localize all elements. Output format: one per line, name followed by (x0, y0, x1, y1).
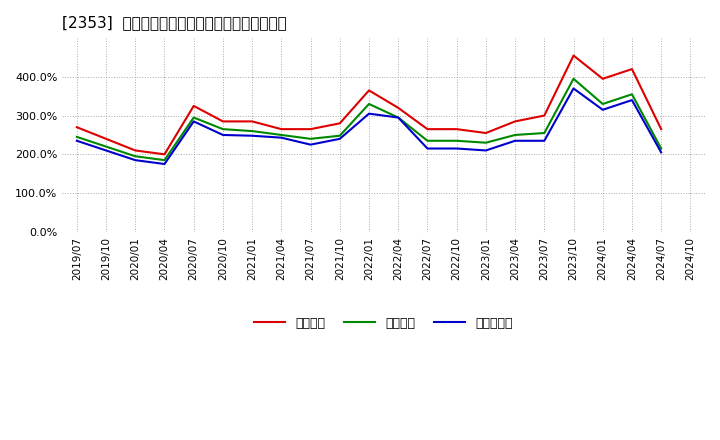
流動比率 (657, 127, 665, 132)
現預金比率 (510, 138, 519, 143)
当座比率 (482, 140, 490, 145)
当座比率 (365, 101, 374, 106)
流動比率 (131, 148, 140, 153)
当座比率 (628, 92, 636, 97)
流動比率 (394, 105, 402, 110)
当座比率 (510, 132, 519, 138)
現預金比率 (570, 86, 578, 91)
流動比率 (570, 53, 578, 58)
当座比率 (540, 130, 549, 136)
現預金比率 (248, 133, 256, 138)
流動比率 (336, 121, 344, 126)
現預金比率 (598, 107, 607, 112)
現預金比率 (336, 136, 344, 142)
当座比率 (102, 144, 110, 149)
流動比率 (219, 119, 228, 124)
当座比率 (73, 134, 81, 139)
当座比率 (248, 128, 256, 134)
現預金比率 (628, 97, 636, 103)
現預金比率 (423, 146, 432, 151)
当座比率 (160, 158, 168, 163)
当座比率 (452, 138, 461, 143)
当座比率 (657, 146, 665, 151)
当座比率 (394, 115, 402, 120)
流動比率 (73, 125, 81, 130)
現預金比率 (160, 161, 168, 167)
現預金比率 (219, 132, 228, 138)
流動比率 (540, 113, 549, 118)
流動比率 (102, 136, 110, 142)
現預金比率 (277, 135, 286, 140)
流動比率 (598, 76, 607, 81)
流動比率 (452, 127, 461, 132)
当座比率 (219, 127, 228, 132)
流動比率 (482, 130, 490, 136)
当座比率 (277, 132, 286, 138)
現預金比率 (73, 138, 81, 143)
流動比率 (365, 88, 374, 93)
現預金比率 (189, 119, 198, 124)
現預金比率 (306, 142, 315, 147)
流動比率 (189, 103, 198, 109)
流動比率 (510, 119, 519, 124)
流動比率 (277, 127, 286, 132)
当座比率 (131, 154, 140, 159)
当座比率 (423, 138, 432, 143)
現預金比率 (394, 115, 402, 120)
流動比率 (248, 119, 256, 124)
現預金比率 (131, 158, 140, 163)
Line: 流動比率: 流動比率 (77, 55, 661, 154)
当座比率 (189, 115, 198, 120)
Line: 現預金比率: 現預金比率 (77, 88, 661, 164)
現預金比率 (657, 150, 665, 155)
流動比率 (423, 127, 432, 132)
流動比率 (628, 66, 636, 72)
当座比率 (570, 76, 578, 81)
現預金比率 (540, 138, 549, 143)
Text: [2353]  流動比率、当座比率、現預金比率の推移: [2353] 流動比率、当座比率、現預金比率の推移 (62, 15, 287, 30)
現預金比率 (365, 111, 374, 116)
Legend: 流動比率, 当座比率, 現預金比率: 流動比率, 当座比率, 現預金比率 (249, 312, 518, 335)
流動比率 (306, 127, 315, 132)
流動比率 (160, 152, 168, 157)
現預金比率 (102, 148, 110, 153)
当座比率 (306, 136, 315, 142)
当座比率 (598, 101, 607, 106)
Line: 当座比率: 当座比率 (77, 79, 661, 160)
現預金比率 (482, 148, 490, 153)
当座比率 (336, 133, 344, 138)
現預金比率 (452, 146, 461, 151)
